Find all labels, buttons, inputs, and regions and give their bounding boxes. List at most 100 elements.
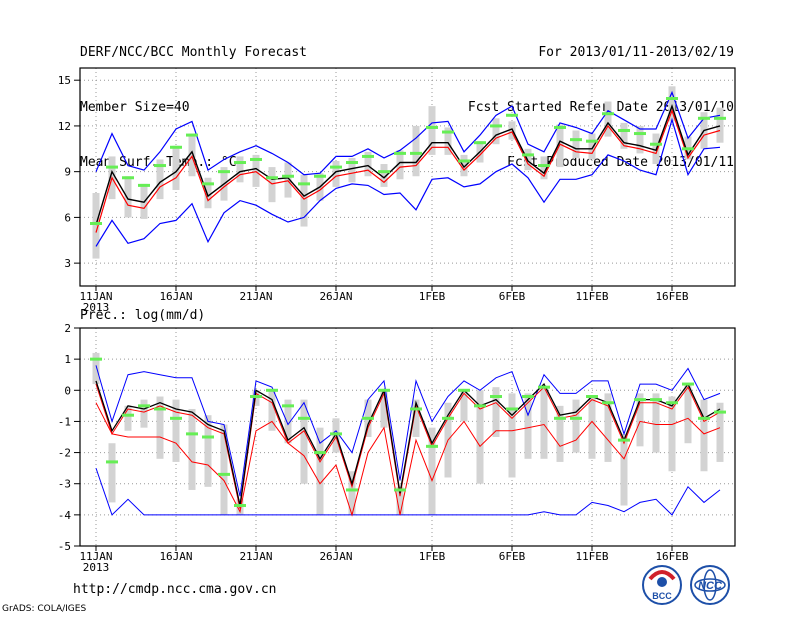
prec-observed-mark bbox=[90, 357, 102, 361]
prec-line-max bbox=[95, 365, 721, 497]
temp-observed-mark bbox=[138, 183, 150, 187]
temp-observed-mark bbox=[186, 133, 198, 137]
prec-spread-bar bbox=[252, 390, 260, 406]
temp-observed-mark bbox=[410, 151, 422, 155]
prec-observed-mark bbox=[682, 382, 694, 386]
prec-observed-mark bbox=[538, 385, 550, 389]
temp-observed-mark bbox=[650, 142, 662, 146]
temp-spread-bar bbox=[284, 162, 292, 198]
temp-observed-mark bbox=[698, 116, 710, 120]
prec-spread-bar bbox=[652, 393, 660, 453]
temp-observed-mark bbox=[346, 161, 358, 165]
temp-observed-mark bbox=[602, 112, 614, 116]
prec-observed-mark bbox=[506, 407, 518, 411]
prec-ytick-label: -1 bbox=[58, 415, 71, 428]
temp-xtick-label: 26JAN bbox=[319, 290, 352, 303]
prec-spread-bar bbox=[268, 390, 276, 431]
prec-ytick-label: -4 bbox=[58, 509, 72, 522]
temp-line-min bbox=[95, 117, 721, 247]
bcc-logo-text: BCC bbox=[652, 591, 672, 601]
ncc-logo-text: NCC bbox=[698, 580, 723, 592]
prec-spread-bar bbox=[636, 393, 644, 447]
prec-observed-mark bbox=[698, 416, 710, 420]
temp-observed-mark bbox=[570, 138, 582, 142]
temp-xtick-label: 16FEB bbox=[655, 290, 688, 303]
prec-spread-bar bbox=[204, 415, 212, 487]
temp-spread-bar bbox=[156, 159, 164, 200]
prec-observed-mark bbox=[218, 472, 230, 476]
temp-observed-mark bbox=[506, 113, 518, 117]
prec-spread-bar bbox=[620, 433, 628, 506]
logos: BCC NCC bbox=[642, 565, 730, 605]
prec-panel: -5 -4 -3 -2 -1 0 1 2 11JAN 16JAN 21JAN 26JAN 1FEB 6FE… bbox=[58, 322, 736, 574]
temp-year-label: 2013 bbox=[83, 301, 110, 314]
temp-spread-bar bbox=[332, 160, 340, 187]
prec-spread-bar bbox=[572, 399, 580, 453]
prec-observed-mark bbox=[442, 416, 454, 420]
temp-xtick-label: 16JAN bbox=[159, 290, 192, 303]
prec-spread-bar bbox=[348, 471, 356, 515]
prec-ytick-label: 0 bbox=[64, 384, 71, 397]
temp-spread-bar bbox=[364, 151, 372, 177]
prec-observed-mark bbox=[362, 416, 374, 420]
ncc-logo-orbit bbox=[694, 578, 726, 592]
prec-observed-mark bbox=[394, 488, 406, 492]
temp-spread-bar bbox=[252, 154, 260, 187]
prec-observed-mark bbox=[186, 432, 198, 436]
prec-observed-mark bbox=[426, 444, 438, 448]
temp-observed-mark bbox=[122, 176, 134, 180]
prec-line-ensemble-mean bbox=[95, 380, 721, 506]
prec-spread-bar bbox=[412, 399, 420, 437]
temp-observed-mark bbox=[554, 125, 566, 129]
prec-frame bbox=[79, 327, 736, 547]
prec-observed-mark bbox=[410, 407, 422, 411]
temp-observed-mark bbox=[266, 176, 278, 180]
temp-spread-bar bbox=[556, 124, 564, 168]
temp-spread-bar bbox=[636, 125, 644, 154]
prec-observed-mark bbox=[298, 416, 310, 420]
footer-credit: GrADS: COLA/IGES bbox=[2, 604, 87, 614]
prec-xtick-label: 26JAN bbox=[319, 550, 352, 563]
temp-observed-mark bbox=[282, 174, 294, 178]
temp-xtick-label: 21JAN bbox=[239, 290, 272, 303]
prec-observed-mark bbox=[330, 432, 342, 436]
prec-spread-bar bbox=[684, 384, 692, 444]
temp-spread-bar bbox=[268, 167, 276, 203]
prec-spread-bar bbox=[588, 396, 596, 459]
prec-observed-mark bbox=[586, 395, 598, 399]
prec-xtick-label: 16FEB bbox=[655, 550, 688, 563]
prec-observed-mark bbox=[266, 388, 278, 392]
temp-spread-bar bbox=[540, 156, 548, 180]
temp-spread-bar bbox=[124, 176, 132, 218]
prec-observed-mark bbox=[618, 438, 630, 442]
prec-observed-mark bbox=[650, 398, 662, 402]
temp-observed-mark bbox=[106, 165, 118, 169]
temp-spread-bar bbox=[668, 86, 676, 122]
prec-observed-mark bbox=[202, 435, 214, 439]
prec-spread-bar bbox=[396, 486, 404, 515]
temp-observed-mark bbox=[362, 154, 374, 158]
temp-spread-bar bbox=[620, 122, 628, 149]
prec-observed-mark bbox=[378, 388, 390, 392]
temp-observed-mark bbox=[490, 124, 502, 128]
prec-ytick-label: -2 bbox=[58, 447, 71, 460]
prec-ytick-label: -5 bbox=[58, 540, 71, 553]
temp-spread-bar bbox=[204, 177, 212, 209]
temp-observed-mark bbox=[298, 182, 310, 186]
prec-observed-mark bbox=[570, 416, 582, 420]
temp-observed-mark bbox=[586, 139, 598, 143]
ncc-logo: NCC bbox=[690, 565, 730, 605]
prec-observed-mark bbox=[634, 398, 646, 402]
prec-xtick-label: 21JAN bbox=[239, 550, 272, 563]
prec-observed-mark bbox=[106, 460, 118, 464]
prec-spread-bar bbox=[428, 427, 436, 515]
prec-observed-mark bbox=[554, 416, 566, 420]
temp-spread-bar bbox=[348, 157, 356, 183]
temp-spread-bar bbox=[172, 145, 180, 190]
prec-ytick-label: 1 bbox=[64, 353, 71, 366]
temp-observed-mark bbox=[170, 145, 182, 149]
temp-observed-mark bbox=[234, 161, 246, 165]
prec-spread-bar bbox=[556, 405, 564, 462]
ncc-logo-ring bbox=[690, 565, 730, 605]
